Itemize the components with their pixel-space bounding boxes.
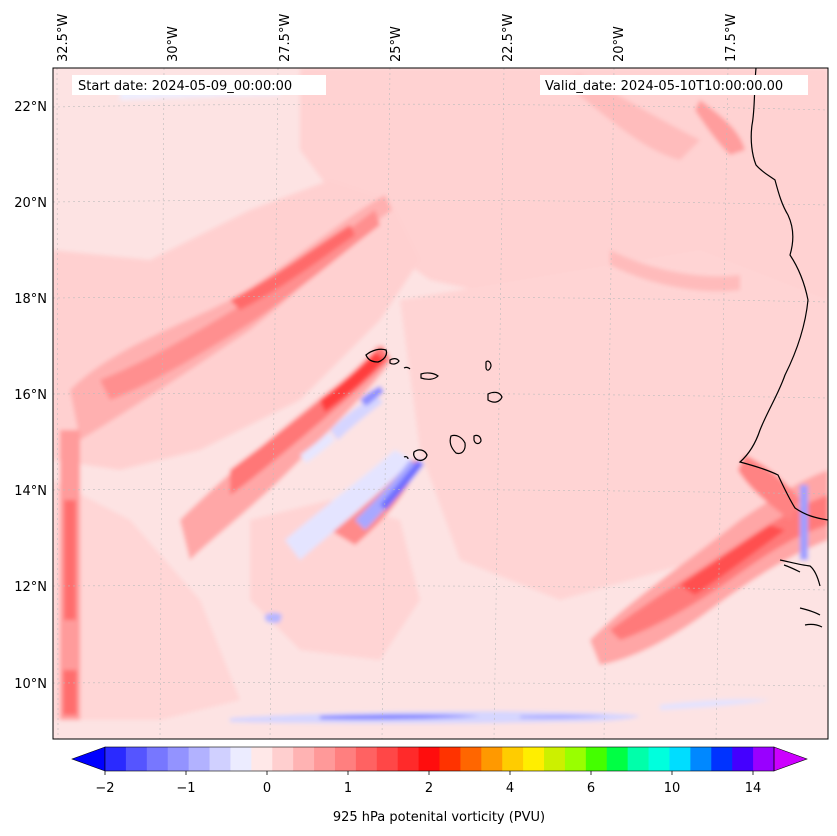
colorbar-cell bbox=[251, 747, 273, 771]
colorbar-cell bbox=[544, 747, 566, 771]
colorbar-cell bbox=[439, 747, 461, 771]
lat-label: 22°N bbox=[14, 100, 47, 115]
lon-label: 27.5°W bbox=[278, 14, 293, 62]
colorbar-max-arrow bbox=[773, 746, 808, 772]
colorbar-cell bbox=[209, 747, 231, 771]
colorbar-tick-label: 1 bbox=[344, 781, 352, 796]
lon-label: 22.5°W bbox=[501, 14, 516, 62]
colorbar-cell bbox=[355, 747, 378, 771]
lat-label: 14°N bbox=[14, 484, 47, 499]
colorbar-cell bbox=[105, 747, 127, 771]
coastlines bbox=[365, 68, 828, 628]
lon-label: 30°W bbox=[166, 26, 181, 62]
colorbar: −2 −1 0 1 2 4 6 10 14 925 hPa potenital … bbox=[71, 746, 808, 825]
colorbar-cell bbox=[648, 747, 670, 771]
sao-nicolau-island bbox=[420, 372, 439, 380]
colorbar-tick-label: 4 bbox=[506, 781, 514, 796]
colorbar-ticks bbox=[104, 771, 754, 775]
colorbar-cell bbox=[523, 747, 545, 771]
colorbar-cell bbox=[334, 747, 357, 771]
colorbar-cell bbox=[502, 747, 524, 771]
latitude-labels: 22°N 20°N 18°N 16°N 14°N 12°N 10°N bbox=[14, 100, 47, 692]
start-date-label: Start date: 2024-05-09_00:00:00 bbox=[78, 79, 292, 94]
colorbar-cell bbox=[397, 747, 419, 771]
colorbar-cell bbox=[564, 747, 587, 771]
lon-label: 17.5°W bbox=[724, 14, 739, 62]
colorbar-title: 925 hPa potenital vorticity (PVU) bbox=[333, 810, 545, 825]
fogo-island bbox=[412, 449, 428, 462]
colorbar-cell bbox=[627, 747, 649, 771]
start-date-box bbox=[72, 75, 326, 95]
colorbar-tick-label: 10 bbox=[664, 781, 681, 796]
colorbar-cell bbox=[753, 747, 775, 771]
colorbar-cells bbox=[105, 747, 775, 771]
colorbar-frame bbox=[104, 746, 775, 772]
longitude-labels: 32.5°W 30°W 27.5°W 25°W 22.5°W 20°W 17.5… bbox=[56, 14, 739, 62]
santiago-island bbox=[449, 434, 466, 455]
colorbar-tick-label: −2 bbox=[95, 781, 114, 796]
colorbar-cell bbox=[146, 747, 169, 771]
pv-contours bbox=[53, 68, 828, 739]
colorbar-cell bbox=[481, 747, 503, 771]
colorbar-cell bbox=[188, 747, 210, 771]
colorbar-cell bbox=[167, 747, 190, 771]
colorbar-cell bbox=[314, 747, 336, 771]
colorbar-tick-label: −1 bbox=[176, 781, 195, 796]
colorbar-tick-labels: −2 −1 0 1 2 4 6 10 14 bbox=[95, 781, 761, 796]
lat-label: 12°N bbox=[14, 580, 47, 595]
colorbar-cell bbox=[606, 747, 629, 771]
lon-label: 20°W bbox=[612, 26, 627, 62]
colorbar-cell bbox=[711, 747, 733, 771]
africa-coastline bbox=[738, 68, 828, 521]
map-frame bbox=[52, 67, 829, 740]
colorbar-tick-label: 14 bbox=[745, 781, 762, 796]
lat-label: 18°N bbox=[14, 292, 47, 307]
colorbar-cell bbox=[669, 747, 691, 771]
colorbar-min-arrow bbox=[71, 746, 106, 772]
map-panel: Start date: 2024-05-09_00:00:00 Valid_da… bbox=[53, 68, 828, 739]
lon-label: 25°W bbox=[389, 26, 404, 62]
sal-island bbox=[485, 360, 492, 371]
maio-island bbox=[473, 434, 482, 445]
lon-label: 32.5°W bbox=[56, 14, 71, 62]
sao-vicente-island bbox=[389, 358, 400, 365]
colorbar-cell bbox=[418, 747, 440, 771]
colorbar-cell bbox=[585, 747, 608, 771]
lat-label: 20°N bbox=[14, 196, 47, 211]
colorbar-tick-label: 0 bbox=[263, 781, 271, 796]
lat-label: 10°N bbox=[14, 677, 47, 692]
colorbar-cell bbox=[125, 747, 148, 771]
lat-label: 16°N bbox=[14, 388, 47, 403]
colorbar-cell bbox=[230, 747, 252, 771]
colorbar-tick-label: 2 bbox=[425, 781, 433, 796]
valid-date-box bbox=[540, 75, 808, 95]
graticule bbox=[53, 68, 828, 739]
colorbar-cell bbox=[460, 747, 482, 771]
colorbar-cell bbox=[732, 747, 754, 771]
valid-date-label: Valid_date: 2024-05-10T10:00:00.00 bbox=[545, 79, 783, 94]
boa-vista-island bbox=[487, 391, 503, 403]
colorbar-cell bbox=[293, 747, 315, 771]
colorbar-cell bbox=[690, 747, 712, 771]
colorbar-tick-label: 6 bbox=[587, 781, 595, 796]
colorbar-cell bbox=[376, 747, 399, 771]
colorbar-cell bbox=[272, 747, 294, 771]
santo-antao-island bbox=[365, 348, 388, 363]
